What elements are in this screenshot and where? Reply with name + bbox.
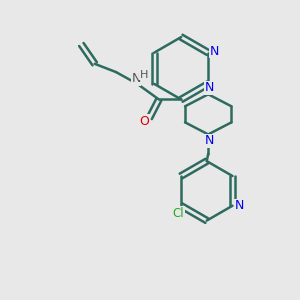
Text: N: N — [234, 199, 244, 212]
Text: N: N — [131, 72, 141, 85]
Text: Cl: Cl — [173, 207, 184, 220]
Text: N: N — [205, 81, 214, 94]
Text: H: H — [140, 70, 148, 80]
Text: N: N — [205, 134, 214, 147]
Text: O: O — [139, 115, 149, 128]
Text: N: N — [210, 45, 220, 58]
